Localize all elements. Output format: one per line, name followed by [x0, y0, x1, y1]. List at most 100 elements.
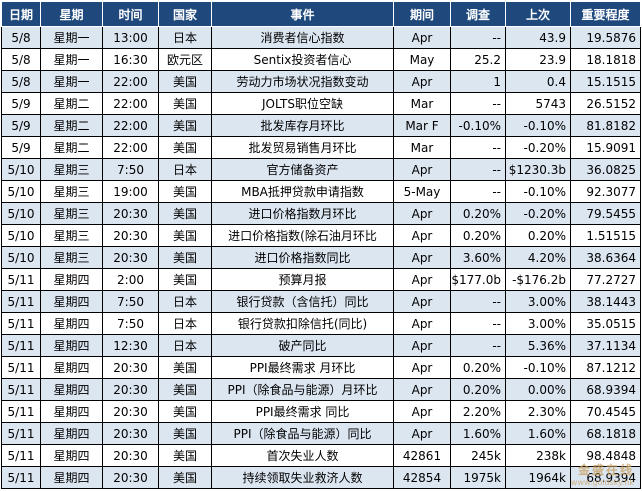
- column-header-time: 时间: [102, 1, 159, 27]
- cell-prior: -0.20%: [505, 136, 571, 159]
- cell-event: 进口价格指数月环比: [211, 202, 394, 225]
- table-row: 5/11 星期四 20:30 美国 PPI最终需求 同比 Apr 2.20% 2.30% 70.…: [1, 400, 641, 423]
- cell-period: May: [393, 48, 451, 71]
- cell-period: Mar F: [393, 114, 451, 137]
- cell-country: 美国: [158, 378, 212, 401]
- cell-prior: 0.20%: [505, 224, 571, 247]
- cell-survey: 0.20%: [450, 202, 506, 225]
- cell-survey: --: [450, 334, 506, 357]
- table-row: 5/11 星期四 7:50 日本 银行贷款（含信托）同比 Apr -- 3.00% 38.144…: [1, 290, 641, 313]
- cell-survey: 0.20%: [450, 378, 506, 401]
- cell-importance: 19.5876: [570, 26, 641, 49]
- table-row: 5/11 星期四 20:30 美国 首次失业人数 42861 245k 238k 98.4848: [1, 444, 641, 467]
- cell-event: 破产同比: [211, 334, 394, 357]
- cell-survey: --: [450, 158, 506, 181]
- table-row: 5/9 星期二 22:00 美国 JOLTS职位空缺 Mar -- 5743 26.5152: [1, 92, 641, 115]
- cell-prior: 1.60%: [505, 422, 571, 445]
- cell-prior: -0.20%: [505, 202, 571, 225]
- table-row: 5/8 星期一 22:00 美国 劳动力市场状况指数变动 Apr 1 0.4 15.1515: [1, 70, 641, 93]
- cell-date: 5/11: [1, 290, 41, 313]
- column-header-importance: 重要程度: [570, 1, 641, 27]
- cell-survey: 0.20%: [450, 356, 506, 379]
- table-row: 5/11 星期四 7:50 日本 银行贷款扣除信托(同比) Apr -- 3.00% 35.05…: [1, 312, 641, 335]
- cell-time: 20:30: [102, 224, 159, 247]
- cell-importance: 35.0515: [570, 312, 641, 335]
- cell-event: 批发贸易销售月环比: [211, 136, 394, 159]
- cell-date: 5/11: [1, 268, 41, 291]
- cell-date: 5/11: [1, 400, 41, 423]
- cell-weekday: 星期四: [40, 400, 103, 423]
- cell-country: 美国: [158, 268, 212, 291]
- table-row: 5/11 星期四 20:30 美国 PPI（除食品与能源）月环比 Apr 0.20% 0.00…: [1, 378, 641, 401]
- cell-event: MBA抵押贷款申请指数: [211, 180, 394, 203]
- cell-country: 日本: [158, 158, 212, 181]
- cell-importance: 92.3077: [570, 180, 641, 203]
- cell-period: Apr: [393, 356, 451, 379]
- cell-weekday: 星期一: [40, 48, 103, 71]
- cell-event: 进口价格指数(除石油月环比: [211, 224, 394, 247]
- cell-weekday: 星期四: [40, 312, 103, 335]
- column-header-country: 国家: [158, 1, 212, 27]
- cell-event: 消费者信心指数: [211, 26, 394, 49]
- column-header-date: 日期: [1, 1, 41, 27]
- cell-importance: 79.5455: [570, 202, 641, 225]
- cell-country: 美国: [158, 114, 212, 137]
- cell-survey: --: [450, 312, 506, 335]
- cell-importance: 68.1818: [570, 422, 641, 445]
- table-row: 5/11 星期四 20:30 美国 PPI（除食品与能源）同比 Apr 1.60% 1.60%…: [1, 422, 641, 445]
- cell-country: 欧元区: [158, 48, 212, 71]
- cell-weekday: 星期二: [40, 136, 103, 159]
- cell-period: 5-May: [393, 180, 451, 203]
- cell-survey: 25.2: [450, 48, 506, 71]
- cell-time: 13:00: [102, 26, 159, 49]
- cell-importance: 38.6364: [570, 246, 641, 269]
- cell-period: Apr: [393, 422, 451, 445]
- cell-prior: 2.30%: [505, 400, 571, 423]
- cell-period: Apr: [393, 312, 451, 335]
- cell-date: 5/10: [1, 224, 41, 247]
- cell-survey: 1: [450, 70, 506, 93]
- cell-event: 进口价格指数同比: [211, 246, 394, 269]
- table-row: 5/8 星期一 16:30 欧元区 Sentix投资者信心 May 25.2 23.9 18.1…: [1, 48, 641, 71]
- cell-weekday: 星期三: [40, 224, 103, 247]
- cell-date: 5/9: [1, 92, 41, 115]
- cell-date: 5/10: [1, 180, 41, 203]
- cell-time: 20:30: [102, 400, 159, 423]
- cell-period: Apr: [393, 334, 451, 357]
- cell-time: 16:30: [102, 48, 159, 71]
- cell-country: 美国: [158, 70, 212, 93]
- cell-time: 19:00: [102, 180, 159, 203]
- table-row: 5/11 星期四 12:30 日本 破产同比 Apr -- 5.36% 37.1134: [1, 334, 641, 357]
- cell-date: 5/8: [1, 70, 41, 93]
- cell-weekday: 星期四: [40, 334, 103, 357]
- cell-importance: 38.1443: [570, 290, 641, 313]
- cell-survey: 3.60%: [450, 246, 506, 269]
- cell-time: 20:30: [102, 444, 159, 467]
- table-row: 5/11 星期四 20:30 美国 PPI最终需求 月环比 Apr 0.20% -0.10% 8…: [1, 356, 641, 379]
- cell-period: 42854: [393, 466, 451, 489]
- cell-country: 美国: [158, 224, 212, 247]
- cell-date: 5/8: [1, 48, 41, 71]
- table-row: 5/10 星期三 19:00 美国 MBA抵押贷款申请指数 5-May -- -0.10% 92…: [1, 180, 641, 203]
- cell-time: 20:30: [102, 202, 159, 225]
- cell-event: 批发库存月环比: [211, 114, 394, 137]
- column-header-event: 事件: [211, 1, 394, 27]
- cell-period: Apr: [393, 378, 451, 401]
- cell-date: 5/11: [1, 466, 41, 489]
- cell-date: 5/11: [1, 444, 41, 467]
- cell-time: 20:30: [102, 246, 159, 269]
- cell-country: 美国: [158, 246, 212, 269]
- cell-country: 美国: [158, 202, 212, 225]
- cell-weekday: 星期三: [40, 202, 103, 225]
- table-row: 5/9 星期二 22:00 美国 批发库存月环比 Mar F -0.10% -0.10% 81.…: [1, 114, 641, 137]
- cell-survey: 0.20%: [450, 224, 506, 247]
- cell-event: 官方储备资产: [211, 158, 394, 181]
- cell-survey: --: [450, 136, 506, 159]
- cell-weekday: 星期一: [40, 70, 103, 93]
- cell-date: 5/11: [1, 356, 41, 379]
- cell-period: Mar: [393, 92, 451, 115]
- cell-survey: 2.20%: [450, 400, 506, 423]
- cell-survey: --: [450, 180, 506, 203]
- column-header-prior: 上次: [505, 1, 571, 27]
- cell-period: 42861: [393, 444, 451, 467]
